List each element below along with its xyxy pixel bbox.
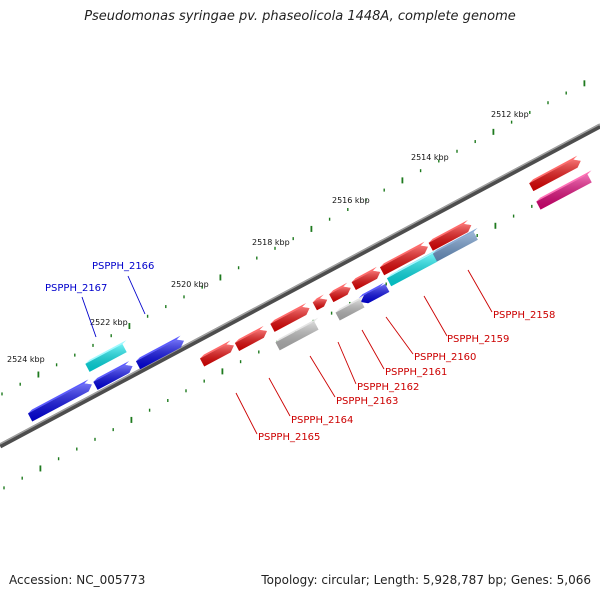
leader-line-2158 [467, 269, 493, 313]
map-title: Pseudomonas syringae pv. phaseolicola 14… [84, 9, 516, 24]
gene-bevel [28, 379, 89, 414]
accession-text: Accession: NC_005773 [9, 573, 146, 587]
gene-shading [270, 306, 310, 332]
leader-lines [81, 269, 493, 435]
gene-glyph-cyan-right[interactable] [386, 249, 438, 287]
genome-summary-text: Topology: circular; Length: 5,928,787 bp… [261, 573, 591, 587]
genome-backbone [0, 123, 600, 449]
gene-glyph-2163[interactable] [270, 302, 310, 332]
gene-shading [536, 174, 592, 210]
gene-label-2166: PSPPH_2166 [92, 261, 154, 272]
gene-label-2164: PSPPH_2164 [291, 415, 353, 426]
scale-label: 2522 kbp [90, 318, 128, 327]
gene-glyph-2165[interactable] [200, 340, 234, 367]
gene-label-2167: PSPPH_2167 [45, 283, 107, 294]
gene-bevel [536, 170, 592, 202]
gene-shading [379, 245, 428, 276]
gene-bevel [135, 335, 181, 362]
gene-label-2162: PSPPH_2162 [357, 382, 419, 393]
gene-bevel [312, 294, 324, 303]
gene-shading [200, 344, 234, 367]
gene-bevel [335, 295, 365, 313]
gene-label-2158: PSPPH_2158 [493, 310, 555, 321]
leader-line-2161 [361, 329, 385, 370]
scale-label: 2520 kbp [171, 280, 209, 289]
gene-glyph-top-red[interactable] [529, 155, 581, 192]
gene-shading [85, 344, 127, 372]
gene-label-2160: PSPPH_2160 [414, 352, 476, 363]
gene-bevel [93, 360, 130, 382]
gene-glyph-gray-a[interactable] [335, 295, 365, 321]
leader-line-2162 [337, 341, 357, 385]
leader-line-2164 [268, 377, 291, 417]
leader-line-2159 [423, 295, 448, 337]
gene-bevel [85, 340, 127, 364]
leader-line-2167 [81, 296, 97, 338]
gene-label-2159: PSPPH_2159 [447, 334, 509, 345]
scale-label: 2518 kbp [252, 238, 290, 247]
scale-label: 2512 kbp [491, 110, 529, 119]
gene-glyph-2159[interactable] [379, 241, 428, 276]
gene-bevel [200, 340, 231, 359]
gene-glyph-2161[interactable] [329, 282, 351, 303]
gene-shading [360, 283, 390, 304]
gene-label-2161: PSPPH_2161 [385, 367, 447, 378]
gene-shading [386, 253, 438, 287]
scale-label: 2514 kbp [411, 153, 449, 162]
gene-label-2163: PSPPH_2163 [336, 396, 398, 407]
gene-glyph-2162[interactable] [312, 294, 328, 311]
gene-shading [335, 299, 365, 321]
gene-glyphs [28, 155, 592, 422]
gene-glyph-blue-2166[interactable] [135, 335, 184, 370]
gene-bevel [234, 325, 264, 344]
scale-labels: 2512 kbp 2514 kbp 2516 kbp 2518 kbp 2520… [7, 110, 529, 364]
scale-label: 2524 kbp [7, 355, 45, 364]
scale-label: 2516 kbp [332, 196, 370, 205]
leader-line-2165 [235, 392, 258, 435]
gene-shading [28, 383, 92, 422]
gene-shading [428, 224, 472, 251]
gene-bevel [379, 241, 425, 268]
gene-shading [275, 321, 319, 351]
gene-glyph-2164[interactable] [234, 325, 267, 351]
gene-shading [351, 270, 381, 291]
gene-glyph-blue-2167[interactable] [93, 360, 133, 390]
gene-bevel [351, 266, 377, 283]
gene-labels: PSPPH_2166 PSPPH_2167 PSPPH_2158 PSPPH_2… [45, 261, 555, 443]
gene-shading [135, 339, 184, 370]
gene-glyph-2160[interactable] [351, 266, 381, 291]
gene-shading [93, 364, 133, 390]
leader-line-2160 [385, 316, 414, 355]
gene-glyph-top-pink[interactable] [536, 170, 592, 210]
gene-glyph-blue-mid[interactable] [358, 282, 390, 304]
gene-glyph-2158[interactable] [428, 220, 472, 251]
gene-bevel [358, 282, 384, 299]
gene-bevel [529, 155, 578, 184]
gene-glyph-blue-left[interactable] [28, 379, 92, 422]
gene-bevel [428, 220, 468, 243]
leader-line-2163 [309, 355, 336, 398]
gene-bevel [386, 249, 437, 279]
leader-line-2166 [127, 275, 146, 315]
gene-shading [329, 286, 351, 303]
gene-glyph-cyan-left[interactable] [85, 340, 127, 372]
gene-glyph-gray-b[interactable] [275, 317, 319, 351]
gene-bevel [275, 317, 319, 343]
outer-tick-ring [1, 80, 586, 396]
gene-shading [234, 329, 267, 351]
gene-shading [529, 159, 581, 192]
gene-bevel [329, 282, 348, 295]
gene-label-2165: PSPPH_2165 [258, 432, 320, 443]
gene-shading [312, 298, 328, 311]
gene-bevel [270, 302, 307, 324]
